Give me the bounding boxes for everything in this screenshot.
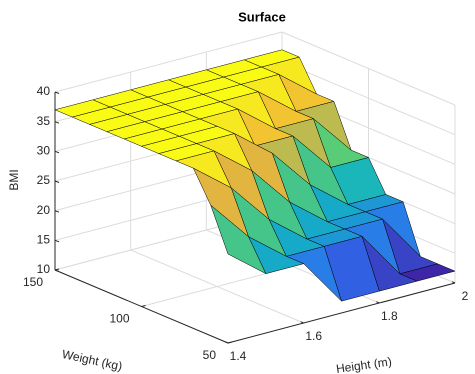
z-tick-label: 30 [37,144,51,158]
x-tick [300,321,304,324]
x-tick-label: 1.4 [230,349,247,363]
grid-line [281,31,456,106]
x-axis-line [227,282,456,344]
z-tick [54,180,60,183]
y-tick-label: 100 [109,312,129,326]
x-tick-label: 1.8 [381,309,398,323]
z-tick [54,239,60,243]
grid-line [281,61,456,136]
y-tick [141,305,146,307]
z-tick [54,210,60,213]
z-tick [54,150,60,154]
x-axis-label: Height (m) [335,354,392,374]
x-tick [376,301,380,304]
z-tick-label: 15 [37,233,51,247]
x-tick-label: 1.6 [305,329,322,343]
z-tick-label: 25 [37,173,51,187]
z-tick-label: 20 [37,203,51,217]
z-tick-label: 35 [37,114,51,128]
y-axis-label: Weight (kg) [61,347,124,373]
x-tick [224,341,229,344]
y-tick-label: 50 [203,348,217,362]
x-tick [451,281,456,284]
grid-line [54,31,283,93]
chart-title: Surface [238,9,286,24]
z-tick-label: 40 [37,84,51,98]
z-tick [54,121,60,124]
y-tick [227,341,233,344]
z-axis-label: BMI [7,169,21,190]
y-tick-label: 150 [23,275,43,289]
z-tick [54,269,60,272]
x-tick-label: 2 [462,289,469,303]
surface-patch [210,204,267,275]
z-tick [54,91,60,94]
z-tick-label: 10 [37,262,51,276]
